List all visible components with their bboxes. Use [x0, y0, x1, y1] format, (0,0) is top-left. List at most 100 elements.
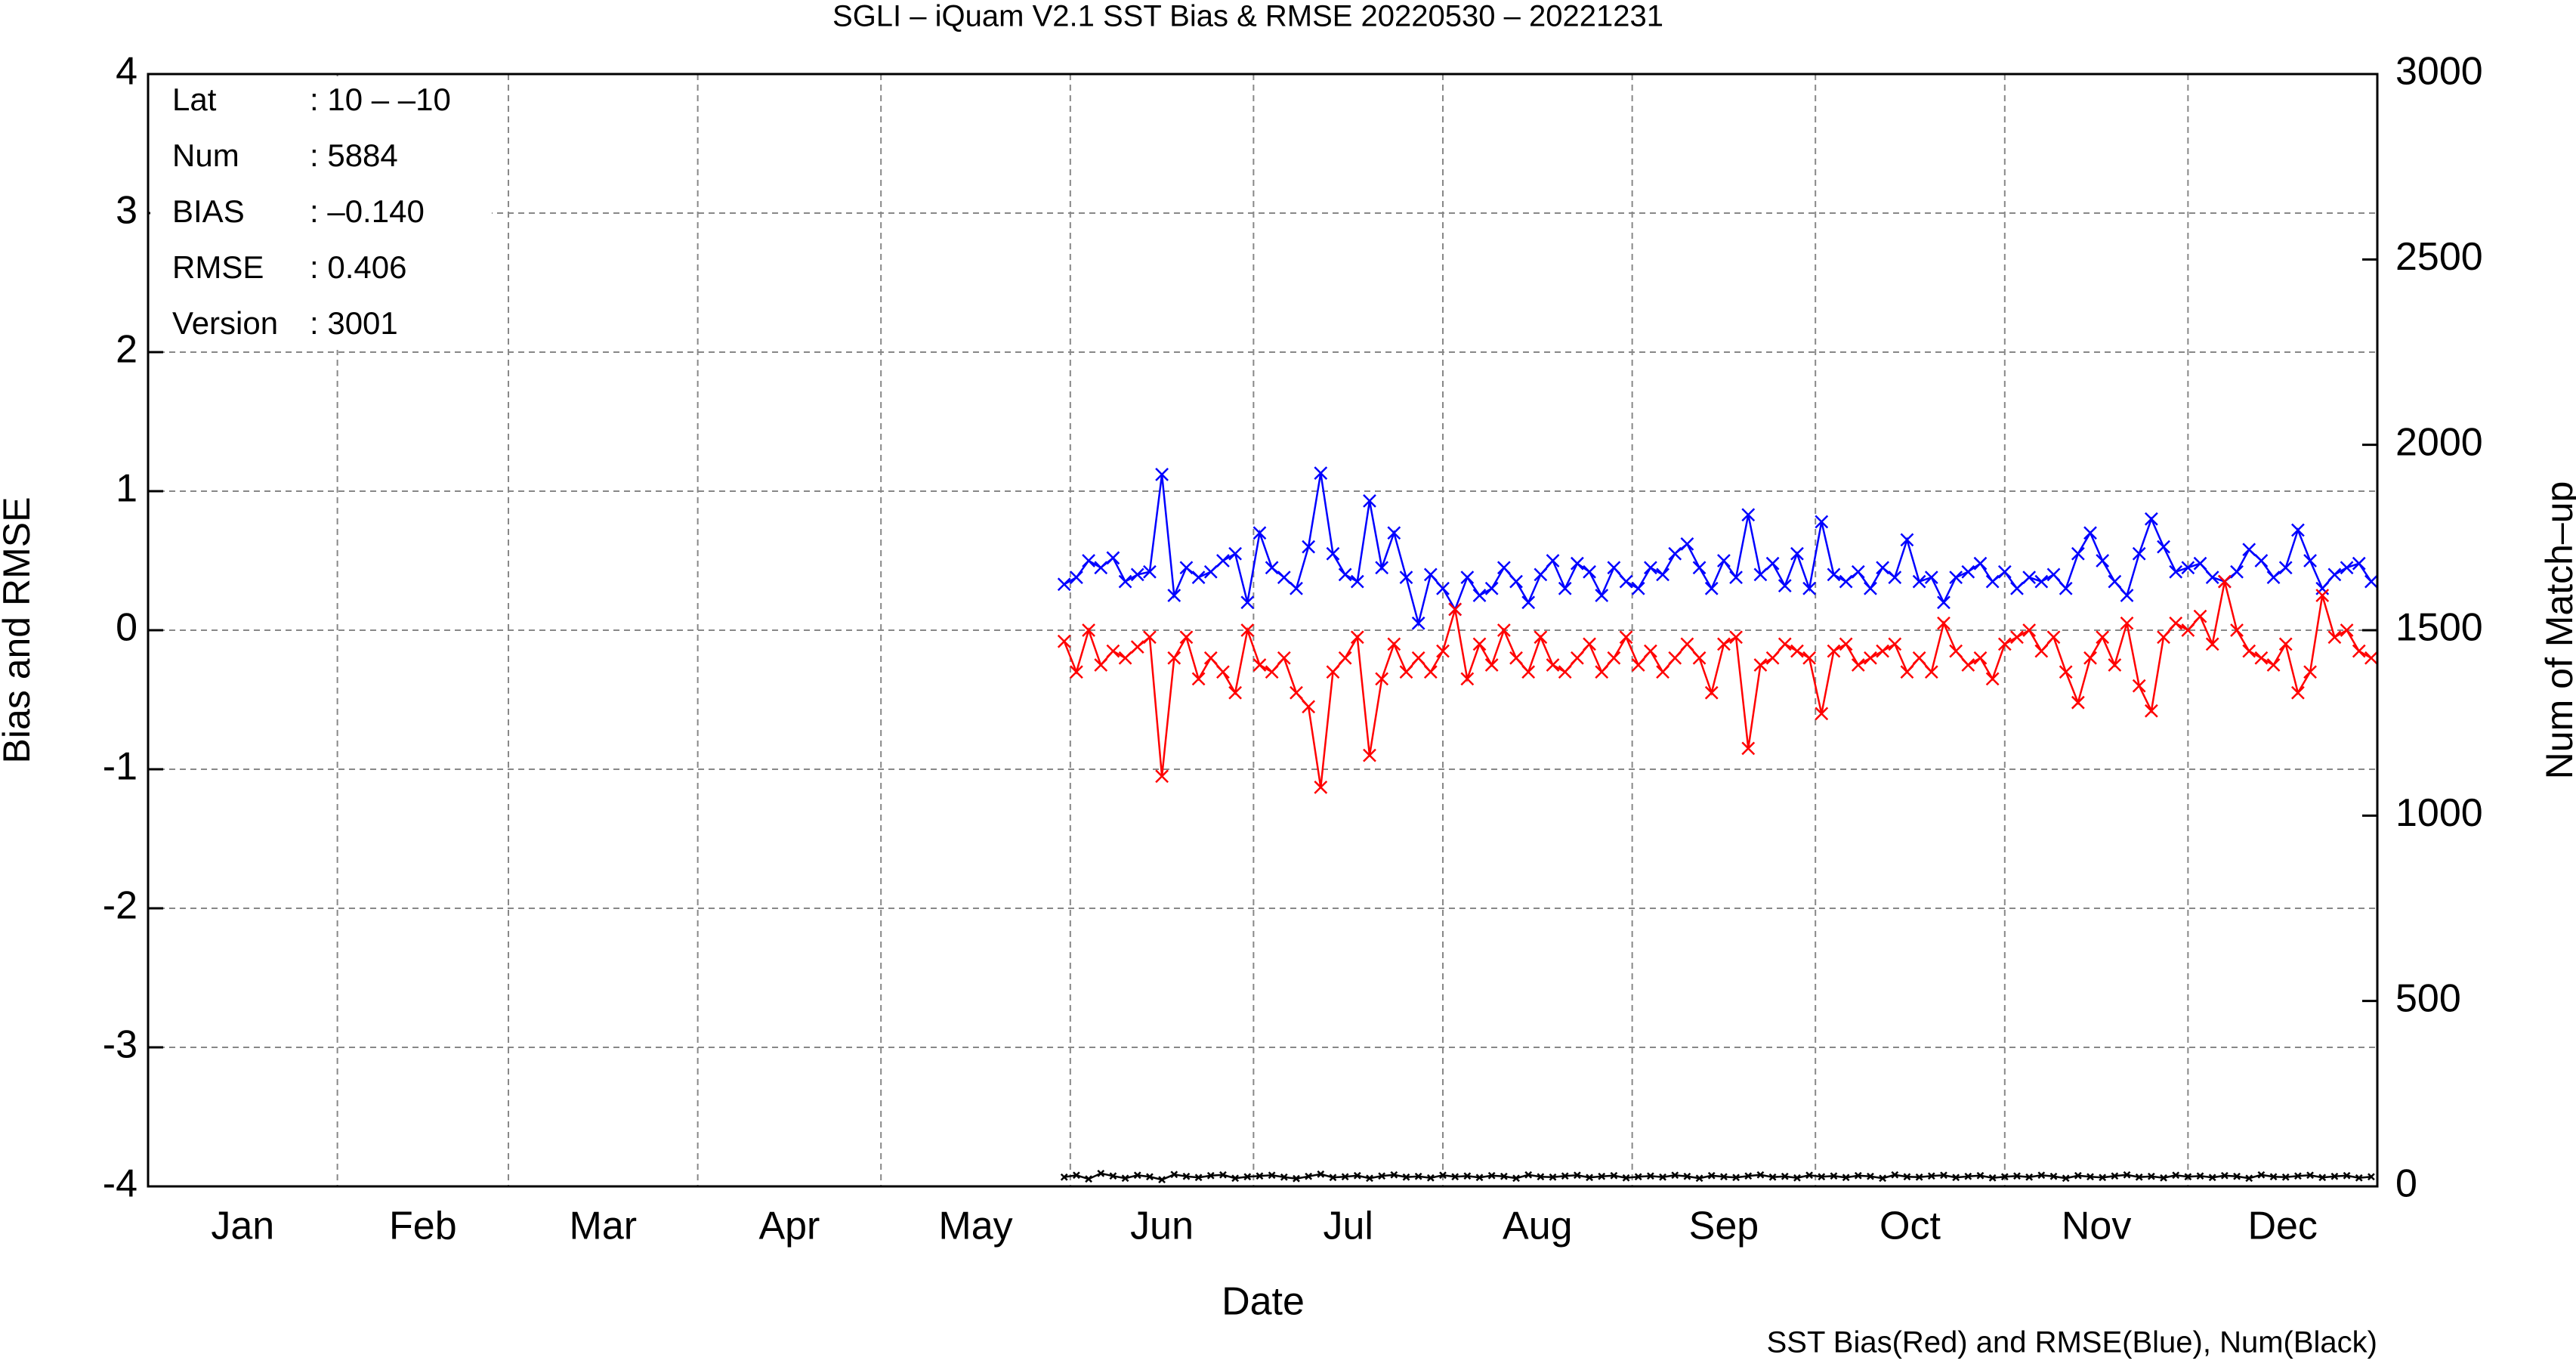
- marker: [1778, 579, 1792, 593]
- marker: [2330, 1172, 2339, 1180]
- marker: [1610, 1171, 1618, 1180]
- marker: [1949, 644, 1963, 658]
- y-tick-label: 4: [116, 50, 137, 94]
- marker: [1512, 1174, 1520, 1183]
- x-tick-label: Aug: [1503, 1205, 1573, 1248]
- marker: [1375, 672, 1389, 686]
- marker: [2059, 581, 2073, 595]
- marker: [1500, 1172, 1508, 1180]
- y-tick-label: -3: [103, 1023, 137, 1067]
- marker: [1765, 556, 1780, 571]
- marker: [1741, 741, 1756, 756]
- marker: [1952, 1174, 1960, 1182]
- marker: [2108, 574, 2122, 589]
- marker: [1790, 546, 1804, 561]
- marker: [1656, 567, 1669, 582]
- marker: [1561, 1172, 1569, 1180]
- marker: [1097, 1169, 1105, 1177]
- marker: [2071, 546, 2085, 561]
- marker: [1426, 1174, 1435, 1182]
- marker: [2303, 665, 2317, 679]
- marker: [1350, 630, 1364, 645]
- marker: [1484, 581, 1499, 595]
- marker: [2193, 556, 2207, 571]
- marker: [1729, 571, 1743, 584]
- marker: [1793, 1174, 1801, 1182]
- marker: [1219, 1171, 1227, 1179]
- marker: [1256, 1172, 1264, 1180]
- marker: [1997, 564, 2012, 579]
- marker: [1805, 1171, 1813, 1180]
- x-tick-label: Feb: [389, 1205, 457, 1248]
- marker: [2220, 1171, 2229, 1180]
- marker: [1704, 685, 1719, 700]
- marker: [1167, 589, 1181, 602]
- marker: [1280, 1173, 1288, 1181]
- marker: [2034, 644, 2049, 658]
- marker: [1997, 637, 2012, 651]
- marker: [2352, 644, 2366, 658]
- marker: [1109, 1172, 1117, 1180]
- marker: [1439, 1171, 1447, 1180]
- marker: [1182, 1172, 1191, 1180]
- marker: [1864, 651, 1877, 665]
- marker: [1216, 665, 1230, 679]
- marker: [1988, 1174, 1997, 1182]
- marker: [2315, 581, 2330, 595]
- marker: [1509, 651, 1523, 665]
- marker: [1879, 1174, 1887, 1183]
- marker: [1082, 623, 1095, 637]
- marker: [1949, 571, 1963, 584]
- marker: [1644, 644, 1657, 658]
- x-axis-title: Date: [1222, 1280, 1305, 1324]
- marker: [1891, 1171, 1899, 1179]
- x-tick-label: Oct: [1879, 1205, 1941, 1248]
- marker: [1460, 571, 1475, 584]
- marker: [1668, 651, 1682, 665]
- marker: [1133, 1171, 1141, 1180]
- marker: [1912, 651, 1926, 665]
- marker: [1534, 630, 1548, 645]
- marker: [1302, 700, 1316, 714]
- marker: [1216, 554, 1230, 567]
- marker: [1353, 1171, 1361, 1180]
- marker: [1231, 1174, 1240, 1183]
- marker: [1155, 468, 1169, 481]
- marker: [1082, 554, 1095, 567]
- marker: [1595, 665, 1609, 679]
- marker: [1314, 466, 1328, 480]
- marker: [1695, 1174, 1703, 1183]
- marker: [1558, 665, 1572, 679]
- marker: [1130, 640, 1144, 654]
- marker: [2034, 574, 2049, 589]
- marker: [1656, 665, 1669, 679]
- marker: [2291, 685, 2305, 700]
- marker: [2049, 1172, 2058, 1180]
- marker: [2233, 1172, 2241, 1180]
- marker: [1194, 1174, 1203, 1182]
- marker: [2242, 543, 2256, 557]
- marker: [1888, 637, 1902, 651]
- x-tick-label: Jul: [1323, 1205, 1373, 1248]
- y2-tick-label: 3000: [2395, 50, 2483, 94]
- marker: [1121, 1174, 1129, 1183]
- marker: [1976, 1171, 1985, 1180]
- marker: [2010, 581, 2024, 595]
- marker: [2291, 523, 2305, 537]
- y2-tick-label: 500: [2395, 976, 2461, 1020]
- marker: [1818, 1173, 1826, 1181]
- marker: [1534, 567, 1548, 582]
- marker: [2096, 630, 2110, 645]
- marker: [2294, 1172, 2302, 1180]
- marker: [2254, 651, 2269, 665]
- marker: [1927, 1172, 1935, 1180]
- marker: [1546, 554, 1560, 567]
- marker: [1240, 623, 1255, 637]
- marker: [2327, 630, 2342, 645]
- marker: [1106, 644, 1120, 658]
- marker: [2132, 679, 2146, 693]
- marker: [1341, 1173, 1349, 1181]
- marker: [1463, 1172, 1472, 1180]
- marker: [1940, 1171, 1947, 1180]
- marker: [1290, 685, 1303, 700]
